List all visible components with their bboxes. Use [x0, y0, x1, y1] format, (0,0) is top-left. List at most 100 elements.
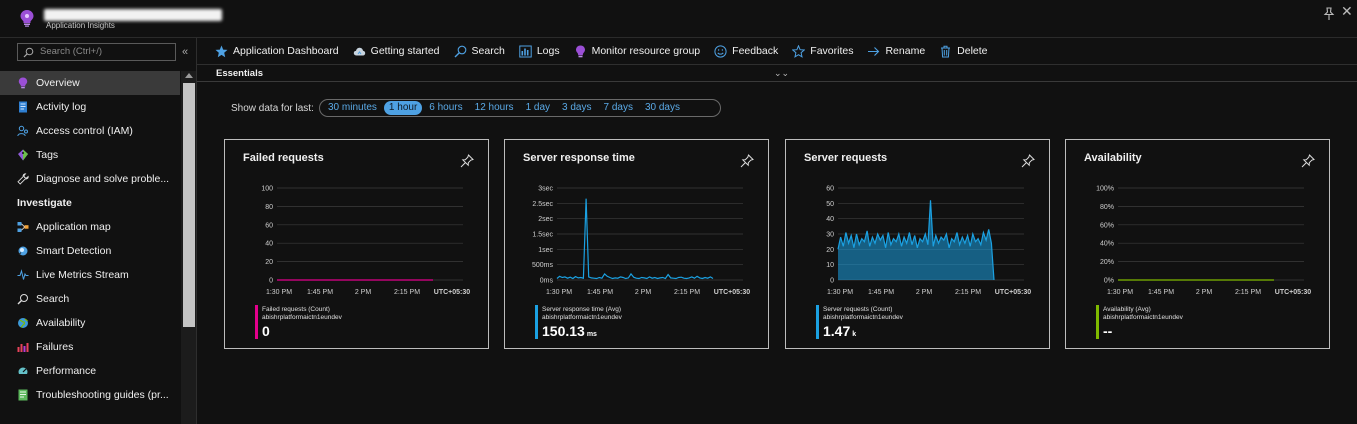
sidebar-item-label: Search — [36, 293, 70, 305]
performance-icon — [18, 367, 28, 377]
x-tick-label: 2 PM — [1196, 289, 1213, 296]
monitor-resource-group-button[interactable]: Monitor resource group — [574, 45, 700, 58]
sidebar-item-overview[interactable]: Overview — [0, 71, 180, 95]
globe-icon — [18, 318, 28, 328]
sidebar-item-label: Tags — [36, 149, 59, 161]
legend-resource-name: abishrplatformaictn1eundev — [1103, 314, 1183, 321]
legend-resource-name: abishrplatformaictn1eundev — [262, 314, 342, 321]
server-response-time-chart: 0ms 500ms 1sec 1.5sec 2sec 2.5sec 3sec 1:30 PM 1… — [532, 186, 750, 297]
toolbar-label: Logs — [536, 45, 560, 57]
availability-card[interactable]: Availability 0% 20% 40% 60% 80% 100% 1:30 PM 1:… — [1065, 139, 1330, 349]
time-range-option[interactable]: 1 day — [525, 102, 551, 113]
server-requests-card[interactable]: Server requests 0 10 20 30 40 50 60 1:30 PM 1:45… — [785, 139, 1050, 349]
server-response-time-card[interactable]: Server response time 0ms 500ms 1sec 1.5sec 2… — [504, 139, 769, 349]
y-tick-label: 60% — [1100, 222, 1114, 229]
pin-icon[interactable] — [460, 154, 474, 168]
pin-icon[interactable] — [1301, 154, 1315, 168]
sidebar-item-diagnose[interactable]: Diagnose and solve proble... — [0, 167, 180, 191]
sidebar-item-failures[interactable]: Failures — [0, 335, 180, 359]
y-tick-label: 60 — [826, 186, 834, 193]
y-tick-label: 100 — [261, 186, 273, 193]
legend-color-bar — [535, 305, 538, 339]
sidebar-item-tags[interactable]: Tags — [0, 143, 180, 167]
legend-metric-name: Failed requests (Count) — [262, 306, 330, 313]
legend-resource-name: abishrplatformaictn1eundev — [542, 314, 622, 321]
application-dashboard-button[interactable]: Application Dashboard — [215, 45, 339, 58]
availability-chart: 0% 20% 40% 60% 80% 100% 1:30 PM 1:45 PM 2 PM 2:15… — [1096, 186, 1311, 297]
sidebar-item-access-control[interactable]: Access control (IAM) — [0, 119, 180, 143]
y-tick-label: 30 — [826, 232, 834, 239]
bulb-icon — [575, 45, 585, 57]
y-tick-label: 20 — [826, 247, 834, 254]
x-tick-label: 1:45 PM — [1148, 289, 1174, 296]
sidebar-scrollbar-thumb[interactable] — [183, 83, 195, 327]
essentials-bar[interactable]: Essentials ⌄⌄ — [197, 64, 1357, 82]
sidebar-item-label: Availability — [36, 317, 86, 329]
arrow-right-icon — [868, 46, 880, 56]
time-range-option[interactable]: 1 hour — [383, 101, 423, 115]
y-tick-label: 3sec — [538, 186, 553, 193]
logs-button[interactable]: Logs — [519, 45, 560, 58]
collapse-sidebar-icon[interactable]: « — [182, 46, 189, 58]
sidebar-search-input[interactable]: Search (Ctrl+/) — [17, 43, 176, 61]
resource-name — [44, 6, 222, 21]
delete-button[interactable]: Delete — [939, 45, 988, 58]
getting-started-button[interactable]: Getting started — [353, 45, 440, 58]
sidebar-item-performance[interactable]: Performance — [0, 359, 180, 383]
sidebar-item-label: Overview — [36, 77, 80, 89]
title-bar: Application Insights ✕ — [0, 0, 1357, 38]
sidebar-item-activity-log[interactable]: Activity log — [0, 95, 180, 119]
sidebar: Search (Ctrl+/) « Overview Activity log … — [0, 38, 197, 424]
card-title: Failed requests — [243, 152, 324, 164]
x-tick-label: UTC+05:30 — [714, 289, 750, 296]
x-tick-label: 2 PM — [355, 289, 372, 296]
failed-requests-chart: 0 20 40 60 80 100 1:30 PM 1:45 PM 2 PM 2:15 PM UTC… — [261, 186, 470, 297]
favorites-button[interactable]: Favorites — [792, 44, 853, 58]
y-tick-label: 1.5sec — [532, 232, 553, 239]
time-range-option[interactable]: 12 hours — [474, 102, 514, 113]
y-tick-label: 0ms — [540, 278, 554, 285]
series-line — [556, 198, 714, 280]
scroll-up-icon[interactable] — [185, 73, 193, 78]
show-data-label: Show data for last: — [231, 103, 314, 114]
sidebar-item-search[interactable]: Search — [0, 287, 180, 311]
x-tick-label: 2:15 PM — [674, 289, 700, 296]
pin-icon[interactable] — [740, 154, 754, 168]
pin-icon[interactable] — [1021, 154, 1035, 168]
sidebar-item-live-metrics[interactable]: Live Metrics Stream — [0, 263, 180, 287]
time-range-option[interactable]: 3 days — [562, 102, 592, 113]
time-range-option[interactable]: 30 days — [644, 102, 680, 113]
time-range-selector: 30 minutes 1 hour 6 hours 12 hours 1 day 3 da… — [319, 99, 721, 117]
sidebar-item-troubleshooting[interactable]: Troubleshooting guides (pr... — [0, 383, 180, 407]
metric-value: 0 — [262, 323, 270, 339]
wrench-icon — [17, 173, 29, 185]
rename-button[interactable]: Rename — [867, 45, 925, 58]
sidebar-item-label: Troubleshooting guides (pr... — [36, 389, 169, 401]
metric-value: -- — [1103, 323, 1113, 339]
pulse-icon — [17, 269, 29, 280]
smiley-icon — [714, 44, 727, 58]
toolbar-label: Rename — [885, 45, 926, 57]
legend-color-bar — [255, 305, 258, 339]
application-insights-logo-icon — [20, 10, 34, 27]
time-range-option[interactable]: 7 days — [603, 102, 633, 113]
x-tick-label: 1:30 PM — [827, 289, 853, 296]
search-button[interactable]: Search — [454, 45, 505, 58]
chevron-down-icon[interactable]: ⌄⌄ — [774, 68, 790, 78]
time-range-option[interactable]: 30 minutes — [328, 102, 377, 113]
search-icon — [454, 45, 466, 57]
legend-color-bar — [1096, 305, 1099, 339]
metric-unit: k — [852, 331, 857, 338]
close-icon[interactable]: ✕ — [1341, 3, 1353, 19]
pin-blade-icon[interactable] — [1322, 7, 1336, 21]
sidebar-item-availability[interactable]: Availability — [0, 311, 180, 335]
failed-requests-card[interactable]: Failed requests 0 20 40 60 80 100 1:30 PM 1:45 … — [224, 139, 489, 349]
sidebar-item-smart-detection[interactable]: Smart Detection — [0, 239, 180, 263]
y-tick-label: 40 — [265, 241, 273, 248]
star-outline-icon — [792, 44, 806, 58]
card-title: Server response time — [523, 152, 635, 164]
time-range-option[interactable]: 6 hours — [429, 102, 463, 113]
feedback-button[interactable]: Feedback — [714, 44, 778, 58]
sidebar-item-application-map[interactable]: Application map — [0, 215, 180, 239]
essentials-label: Essentials — [216, 68, 263, 79]
